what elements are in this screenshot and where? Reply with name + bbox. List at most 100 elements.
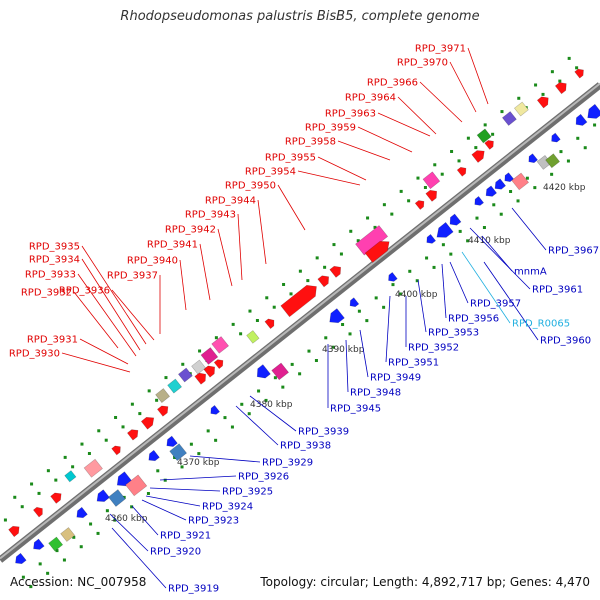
guide-dot: [290, 362, 294, 366]
feature-leader-line: [61, 352, 131, 373]
gene-feature: [476, 128, 492, 144]
guide-dot: [264, 398, 268, 402]
gene-feature: [167, 378, 183, 394]
guide-dot: [576, 136, 580, 140]
feature-label: RPD_3956: [448, 314, 499, 325]
feature-leader-line: [441, 263, 447, 319]
feature-leader-line: [277, 184, 306, 231]
genome-summary-text: Topology: circular; Length: 4,892,717 bp…: [260, 575, 590, 589]
feature-label: RPD_3960: [540, 336, 591, 347]
guide-dot: [415, 279, 419, 283]
guide-dot: [30, 482, 34, 486]
guide-dot: [3, 518, 7, 522]
feature-leader-line: [199, 243, 211, 301]
guide-dot: [382, 203, 386, 207]
feature-leader-line: [81, 258, 141, 351]
guide-dot: [97, 429, 101, 433]
gene-feature: [388, 271, 398, 282]
guide-dot: [432, 265, 436, 269]
gene-feature: [256, 364, 271, 379]
feature-label: RPD_3950: [225, 181, 276, 192]
guide-dot: [214, 438, 218, 442]
feature-leader-line: [317, 156, 367, 181]
guide-dot: [189, 442, 193, 446]
feature-label: RPD_3958: [285, 137, 336, 148]
guide-dot: [155, 398, 159, 402]
feature-label: RPD_3953: [428, 328, 479, 339]
feature-label: RPD_3952: [408, 343, 459, 354]
feature-leader-line: [419, 81, 463, 123]
gene-feature: [264, 318, 275, 330]
guide-dot: [156, 469, 160, 473]
guide-dot: [349, 229, 353, 233]
guide-dot: [390, 212, 394, 216]
guide-dot: [113, 518, 117, 522]
gene-feature: [111, 445, 121, 456]
gene-feature: [545, 153, 561, 169]
guide-dot: [474, 146, 478, 150]
feature-label: RPD_3926: [238, 472, 289, 483]
gene-feature: [587, 103, 600, 119]
scale-tick-label: 4420 kbp: [543, 183, 586, 193]
guide-dot: [374, 296, 378, 300]
feature-leader-line: [189, 455, 261, 463]
feature-leader-line: [337, 140, 391, 161]
gene-feature: [83, 458, 103, 478]
feature-label: RPD_3942: [165, 225, 216, 236]
gene-feature: [504, 172, 515, 183]
guide-dot: [550, 70, 554, 74]
feature-label: RPD_3934: [29, 255, 80, 266]
gene-feature: [329, 265, 342, 278]
feature-label: RPD_3954: [245, 167, 296, 178]
guide-dot: [54, 478, 58, 482]
guide-dot: [425, 256, 429, 260]
guide-dot: [13, 495, 17, 499]
guide-dot: [499, 212, 503, 216]
guide-dot: [306, 279, 310, 283]
gene-feature: [148, 449, 160, 462]
feature-leader-line: [73, 291, 119, 349]
gene-feature: [108, 489, 126, 507]
gene-feature: [501, 111, 517, 126]
feature-label: RPD_3951: [388, 358, 439, 369]
guide-dot: [324, 336, 328, 340]
guide-dot: [20, 505, 24, 509]
guide-dot: [247, 412, 251, 416]
gene-feature: [33, 538, 45, 550]
guide-dot: [450, 149, 454, 153]
feature-label: RPD_3971: [415, 44, 466, 55]
guide-dot: [357, 309, 361, 313]
guide-dot: [475, 216, 479, 220]
guide-dot: [516, 199, 520, 203]
guide-dot: [281, 385, 285, 389]
scale-tick-label: 4410 kbp: [468, 236, 511, 246]
gene-feature: [76, 506, 88, 519]
guide-dot: [382, 305, 386, 309]
guide-dot: [71, 465, 75, 469]
feature-label: RPD_3966: [367, 78, 418, 89]
guide-dot: [63, 455, 67, 459]
feature-leader-line: [297, 170, 361, 186]
guide-dot: [265, 296, 269, 300]
gene-feature: [8, 525, 20, 538]
gene-feature: [210, 404, 221, 415]
feature-leader-line: [417, 279, 427, 333]
guide-dot: [492, 203, 496, 207]
guide-dot: [298, 269, 302, 273]
guide-dot: [449, 252, 453, 256]
gene-feature: [156, 405, 169, 417]
guide-dot: [466, 239, 470, 243]
gene-feature: [554, 82, 567, 95]
guide-dot: [341, 323, 345, 327]
gene-feature: [32, 506, 43, 518]
guide-dot: [72, 535, 76, 539]
guide-dot: [96, 531, 100, 535]
feature-label: RPD_3933: [25, 270, 76, 281]
guide-dot: [550, 172, 554, 176]
feature-leader-line: [511, 207, 547, 251]
gene-feature: [485, 185, 498, 197]
gene-feature: [155, 388, 171, 404]
feature-leader-line: [449, 61, 477, 113]
scale-tick-label: 4370 kbp: [177, 458, 220, 468]
